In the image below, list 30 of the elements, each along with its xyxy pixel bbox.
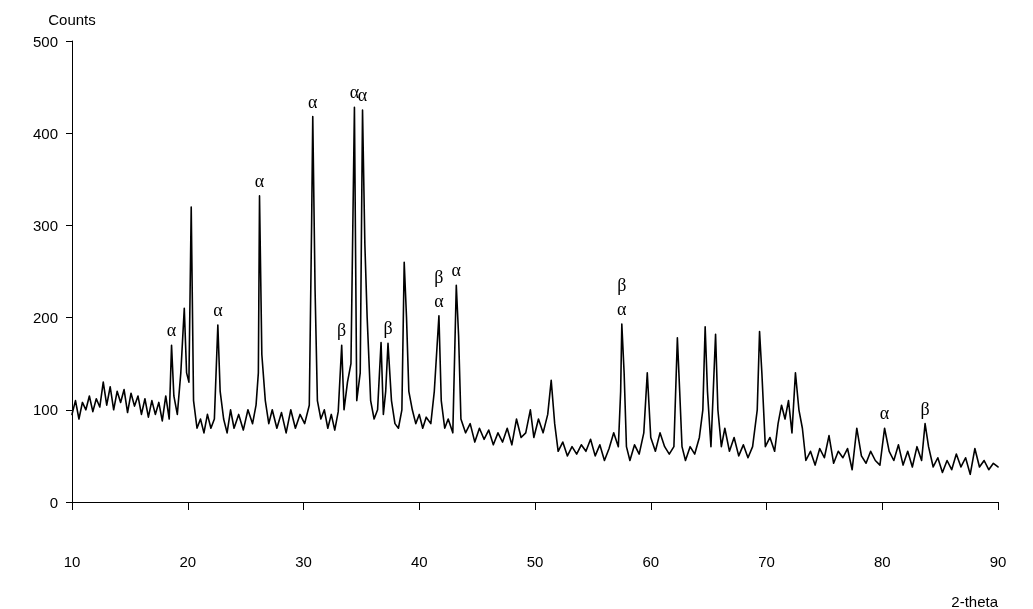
y-tick-label: 400 (32, 124, 58, 142)
annotation: α (451, 260, 462, 281)
y-axis-title: Counts (48, 11, 96, 28)
y-tick-label: 200 (32, 309, 58, 327)
x-tick-label: 70 (758, 553, 775, 570)
x-tick-label: 50 (526, 553, 544, 570)
annotation: α (166, 320, 177, 341)
annotation: α (617, 299, 628, 320)
annotation: α (213, 299, 224, 320)
x-tick-label: 40 (410, 553, 428, 570)
y-tick-label: 0 (49, 493, 58, 511)
annotation: α (879, 403, 890, 424)
annotation: α (434, 290, 445, 311)
annotation: α (308, 91, 319, 112)
y-tick-label: 100 (32, 401, 58, 419)
annotation: β (617, 275, 627, 296)
annotation: β (337, 320, 347, 341)
y-tick-label: 500 (32, 32, 58, 50)
annotation: α (254, 170, 265, 191)
annotation: β (434, 266, 444, 287)
x-tick-label: 90 (989, 553, 1007, 570)
x-tick-label: 60 (642, 553, 660, 570)
x-tick-label: 10 (63, 553, 81, 570)
x-tick-label: 30 (295, 553, 312, 570)
annotation: β (920, 398, 930, 419)
annotation: β (383, 318, 393, 339)
x-axis-title: 2-theta (951, 593, 999, 609)
x-tick-label: 20 (179, 553, 197, 570)
x-tick-label: 80 (873, 553, 891, 570)
y-tick-label: 300 (32, 216, 58, 234)
